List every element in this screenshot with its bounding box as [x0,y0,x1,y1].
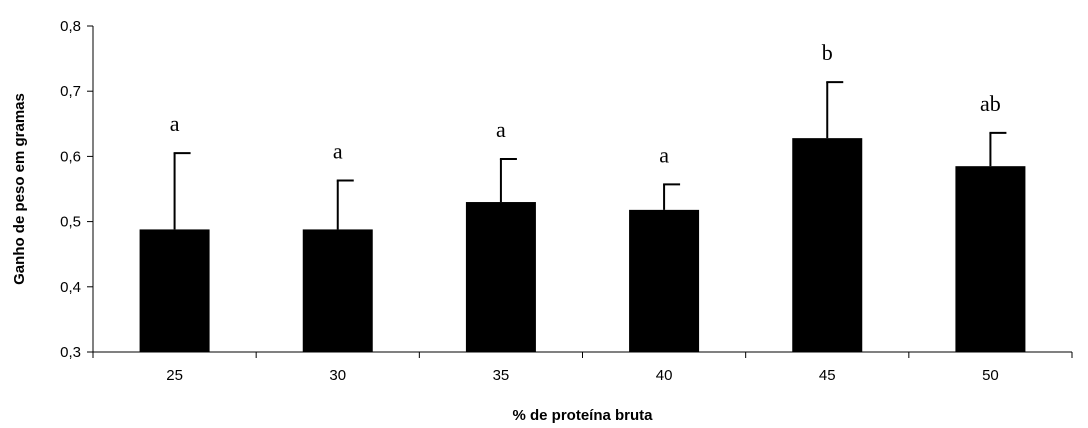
x-axis-title: % de proteína bruta [512,407,653,424]
y-axis-title: Ganho de peso em gramas [11,93,28,285]
y-tick-label: 0,5 [60,214,81,231]
x-tick-label: 35 [493,367,510,384]
x-tick-label: 30 [329,367,346,384]
significance-label: ab [980,91,1001,116]
bars [139,138,1026,352]
x-tick-label: 50 [982,367,999,384]
x-tick-label: 45 [819,367,836,384]
bar [139,229,210,352]
bar [955,166,1026,352]
bar [792,138,863,352]
significance-label: b [822,40,833,65]
significance-label: a [659,142,669,167]
x-tick-label: 25 [166,367,183,384]
significance-label: a [170,111,180,136]
y-tick-label: 0,6 [60,148,81,165]
x-tick-label: 40 [656,367,673,384]
significance-label: a [333,139,343,164]
bar [465,202,536,352]
bar [629,209,700,352]
y-tick-label: 0,8 [60,18,81,35]
y-tick-label: 0,3 [60,344,81,361]
significance-label: a [496,117,506,142]
x-axis-ticks: 25 30 35 40 45 50 [92,352,1073,384]
bar [302,229,373,352]
y-tick-label: 0,4 [60,279,81,296]
y-axis-ticks: 0,3 0,4 0,5 0,6 0,7 0,8 [60,18,93,361]
y-tick-label: 0,7 [60,83,81,100]
error-bars [173,81,1007,230]
